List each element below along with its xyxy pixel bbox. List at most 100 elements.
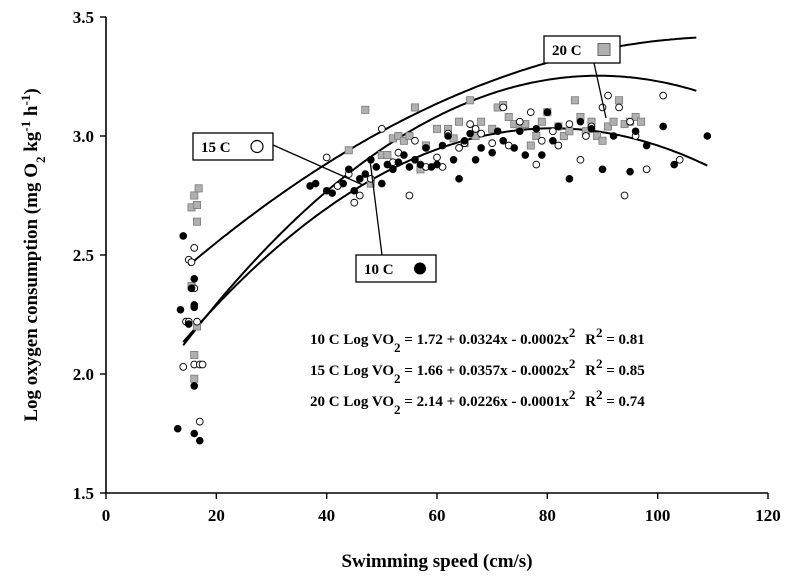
data-point-10c bbox=[449, 156, 458, 164]
data-point-10c bbox=[176, 305, 185, 314]
equation-sup: 2 bbox=[569, 325, 576, 340]
data-point-20c bbox=[565, 127, 574, 136]
y-title-sub: 2 bbox=[33, 157, 48, 164]
y-tick-label: 3.5 bbox=[73, 8, 94, 27]
equation-lhs: 20 C Log VO bbox=[310, 394, 394, 410]
fit-curves bbox=[182, 36, 708, 346]
data-point-20c bbox=[592, 131, 601, 140]
legend-label: 15 C bbox=[201, 140, 231, 156]
data-point-10c bbox=[598, 165, 607, 174]
legend-marker-filled-circle bbox=[414, 262, 426, 275]
y-tick-label: 2.5 bbox=[73, 246, 94, 265]
data-point-10c bbox=[405, 163, 414, 171]
data-point-10c bbox=[361, 170, 370, 178]
data-point-10c bbox=[195, 436, 204, 445]
x-tick-label: 20 bbox=[208, 506, 225, 525]
data-point-20c bbox=[598, 136, 607, 145]
data-point-20c bbox=[394, 131, 403, 140]
data-point-15c bbox=[433, 153, 441, 162]
data-point-10c bbox=[549, 136, 557, 145]
data-point-10c bbox=[554, 122, 563, 131]
data-point-20c bbox=[193, 217, 202, 226]
data-point-10c bbox=[190, 303, 199, 312]
equation-sub: 2 bbox=[394, 371, 401, 386]
data-point-15c bbox=[411, 136, 419, 145]
y-title-sup: -1 bbox=[18, 121, 33, 132]
data-point-15c bbox=[515, 117, 524, 126]
legend-boxes: 15 C 10 C 20 C bbox=[192, 35, 621, 283]
y-tick-label: 2.0 bbox=[73, 365, 94, 384]
data-point-10c bbox=[631, 127, 640, 136]
data-point-10c bbox=[190, 275, 199, 283]
data-point-15c bbox=[377, 125, 386, 133]
legend-marker-square bbox=[597, 43, 611, 56]
fit-curve-15c bbox=[182, 74, 697, 346]
data-point-15c bbox=[488, 139, 497, 147]
data-point-10c bbox=[510, 144, 519, 152]
data-point-10c bbox=[444, 132, 452, 140]
y-axis-title: Log oxygen consumption (mg O2 kg-1 h-1) bbox=[18, 88, 48, 421]
data-point-15c bbox=[642, 165, 651, 174]
data-point-15c bbox=[466, 120, 474, 128]
data-point-10c bbox=[400, 151, 408, 159]
data-point-10c bbox=[460, 136, 469, 145]
data-point-15c bbox=[195, 417, 204, 426]
data-point-20c bbox=[477, 117, 486, 126]
data-point-20c bbox=[570, 96, 579, 105]
data-point-15c bbox=[554, 141, 563, 150]
equation-sub: 2 bbox=[394, 402, 401, 417]
data-point-20c bbox=[194, 184, 203, 193]
data-point-10c bbox=[173, 424, 182, 433]
data-point-15c bbox=[626, 117, 634, 126]
data-point-10c bbox=[532, 125, 541, 133]
equation-sub: 2 bbox=[394, 340, 401, 355]
data-point-10c bbox=[466, 129, 474, 138]
data-point-15c bbox=[659, 91, 668, 100]
x-tick-label: 60 bbox=[429, 506, 446, 525]
data-point-10c bbox=[670, 160, 679, 169]
equation-r2-sup: 2 bbox=[596, 387, 603, 402]
data-point-10c bbox=[493, 127, 502, 136]
data-point-20c bbox=[609, 117, 618, 126]
data-point-10c bbox=[422, 144, 430, 152]
legend-box bbox=[543, 35, 621, 64]
data-point-10c bbox=[642, 141, 651, 150]
equation-10c: 10 C Log VO2 = 1.72 + 0.0324x - 0.0002x2… bbox=[310, 325, 645, 355]
legend-leader-line bbox=[593, 62, 607, 119]
legend-label: 10 C bbox=[364, 262, 394, 278]
legend-10c: 10 C bbox=[355, 159, 437, 283]
data-point-20c bbox=[631, 112, 640, 121]
data-point-10c bbox=[703, 132, 712, 140]
data-point-10c bbox=[477, 144, 485, 152]
data-point-15c bbox=[322, 153, 331, 162]
regression-equations: 10 C Log VO2 = 1.72 + 0.0324x - 0.0002x2… bbox=[310, 325, 645, 417]
data-point-20c bbox=[190, 350, 199, 359]
data-point-10c bbox=[344, 165, 353, 174]
data-point-10c bbox=[179, 232, 188, 240]
equation-r2-value: = 0.85 bbox=[602, 363, 644, 379]
data-point-15c bbox=[190, 244, 199, 252]
y-title-end: ) bbox=[21, 88, 42, 94]
legend-marker-open-circle bbox=[250, 139, 264, 154]
data-point-10c bbox=[438, 141, 447, 150]
data-point-10c bbox=[471, 156, 480, 164]
chart-axes: 0 20 40 60 80 100 120 1.5 2.0 2.5 3.0 3.5 Swimming s… bbox=[18, 8, 781, 572]
equation-20c: 20 C Log VO2 = 2.14 + 0.0226x - 0.0001x2… bbox=[310, 387, 645, 417]
data-point-10c bbox=[339, 179, 348, 188]
equation-r2-value: = 0.74 bbox=[602, 394, 645, 410]
equation-r2-label: R bbox=[581, 394, 596, 410]
data-point-15c bbox=[532, 160, 541, 169]
data-point-20c bbox=[190, 374, 199, 383]
data-point-10c bbox=[565, 175, 574, 183]
data-point-10c bbox=[543, 108, 552, 116]
data-point-15c bbox=[198, 360, 207, 369]
x-tick-label: 120 bbox=[755, 506, 781, 525]
data-point-15c bbox=[615, 103, 623, 112]
legend-20c: 20 C bbox=[543, 35, 621, 119]
data-point-10c bbox=[659, 122, 667, 131]
data-point-20c bbox=[432, 124, 441, 133]
legend-label: 20 C bbox=[552, 43, 582, 59]
data-point-15c bbox=[620, 191, 629, 200]
y-title-main: Log oxygen consumption (mg O bbox=[21, 163, 42, 422]
data-point-10c bbox=[488, 148, 496, 157]
